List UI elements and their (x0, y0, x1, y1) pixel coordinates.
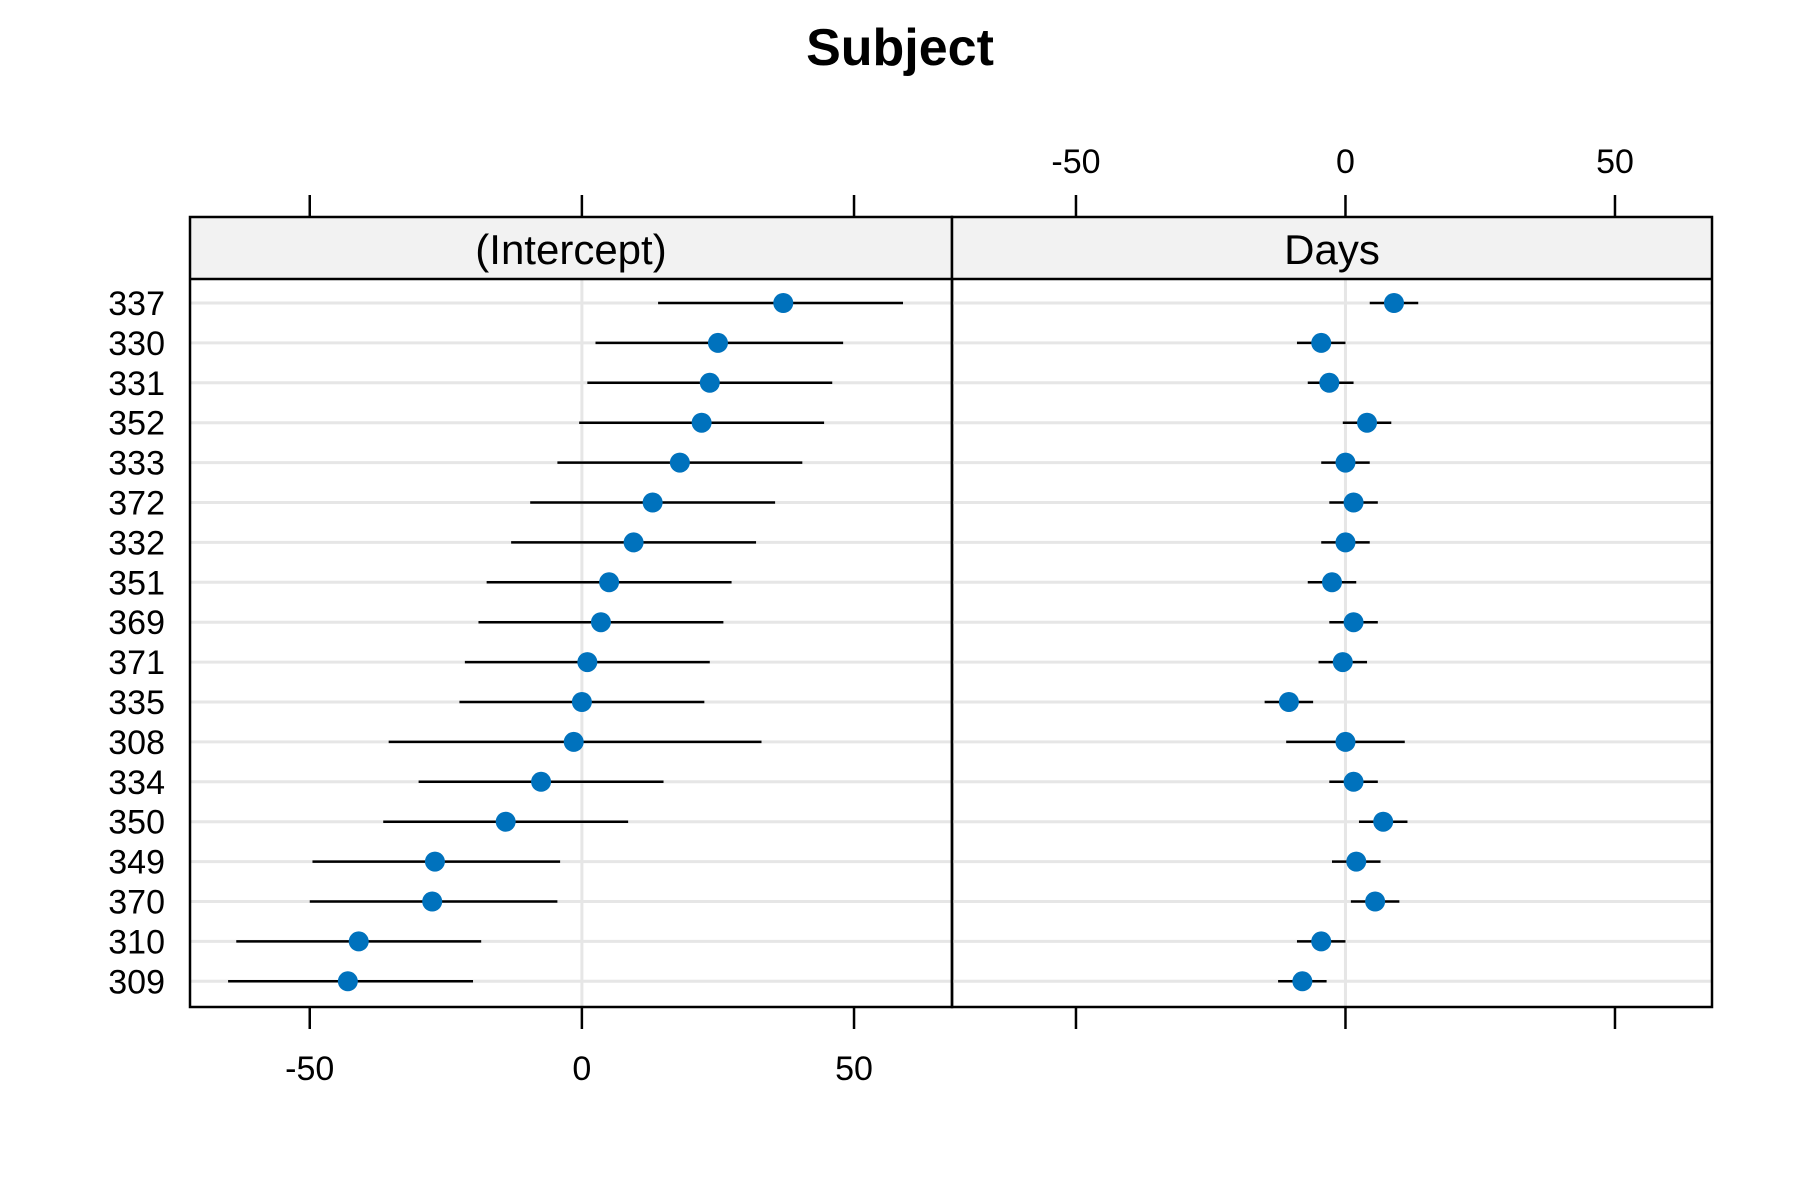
row-label-372: 372 (108, 485, 165, 523)
strip-label-1: Days (1284, 226, 1380, 273)
bottom-tick-label-1: 0 (572, 1050, 591, 1088)
point-0-333 (669, 452, 690, 473)
row-label-333: 333 (108, 445, 165, 483)
point-1-333 (1335, 452, 1356, 473)
point-0-370 (422, 891, 443, 912)
point-1-352 (1357, 412, 1378, 433)
bottom-tick-label-2: 50 (835, 1050, 873, 1088)
row-label-352: 352 (108, 405, 165, 443)
point-0-308 (563, 731, 584, 752)
point-0-351 (599, 572, 620, 593)
point-0-309 (337, 971, 358, 992)
point-0-372 (642, 492, 663, 513)
row-label-335: 335 (108, 684, 165, 722)
point-0-349 (424, 851, 445, 872)
row-label-332: 332 (108, 524, 165, 562)
row-label-334: 334 (108, 764, 165, 802)
row-label-351: 351 (108, 564, 165, 602)
row-label-337: 337 (108, 285, 165, 323)
point-0-332 (623, 532, 644, 553)
panel-days: Days -50 0 50 (950, 143, 1714, 1029)
point-1-349 (1346, 851, 1367, 872)
point-1-370 (1365, 891, 1386, 912)
row-labels: 3373303313523333723323513693713353083343… (108, 285, 165, 1001)
row-label-330: 330 (108, 325, 165, 363)
point-1-310 (1311, 931, 1332, 952)
point-0-371 (577, 652, 598, 673)
top-tick-label-1: 0 (1336, 143, 1355, 181)
chart-title: Subject (806, 19, 994, 77)
point-1-369 (1343, 612, 1364, 633)
point-1-334 (1343, 771, 1364, 792)
point-1-335 (1278, 692, 1299, 712)
panel-border-1 (950, 215, 1714, 1009)
top-tick-label-0: -50 (1051, 143, 1100, 181)
row-label-310: 310 (108, 923, 165, 961)
point-0-337 (773, 293, 794, 313)
panel-border-0 (188, 215, 954, 1009)
row-label-369: 369 (108, 604, 165, 642)
row-label-331: 331 (108, 365, 165, 403)
point-0-310 (348, 931, 369, 952)
point-1-351 (1322, 572, 1342, 593)
point-1-330 (1311, 332, 1332, 353)
row-label-370: 370 (108, 884, 165, 922)
panel-intercept: (Intercept) -50 0 50 (188, 195, 954, 1088)
point-0-350 (495, 811, 516, 832)
point-1-350 (1373, 811, 1394, 832)
strip-label-0: (Intercept) (475, 226, 666, 273)
point-0-334 (531, 771, 552, 792)
bottom-tick-label-0: -50 (285, 1050, 334, 1088)
point-1-309 (1292, 971, 1313, 992)
point-1-332 (1335, 532, 1356, 553)
point-1-308 (1335, 731, 1356, 752)
point-0-369 (590, 612, 611, 633)
strip-header-1 (952, 217, 1712, 279)
strip-header-0 (190, 217, 952, 279)
row-label-371: 371 (108, 644, 165, 682)
point-0-331 (699, 372, 720, 393)
point-0-330 (707, 332, 728, 353)
point-1-371 (1332, 652, 1353, 673)
point-0-352 (691, 412, 712, 433)
point-0-335 (571, 692, 592, 712)
row-label-309: 309 (108, 963, 165, 1001)
row-label-308: 308 (108, 724, 165, 762)
row-label-349: 349 (108, 844, 165, 882)
point-1-337 (1383, 293, 1404, 313)
row-label-350: 350 (108, 804, 165, 842)
point-1-331 (1319, 372, 1340, 393)
top-tick-label-2: 50 (1596, 143, 1634, 181)
point-1-372 (1343, 492, 1364, 513)
